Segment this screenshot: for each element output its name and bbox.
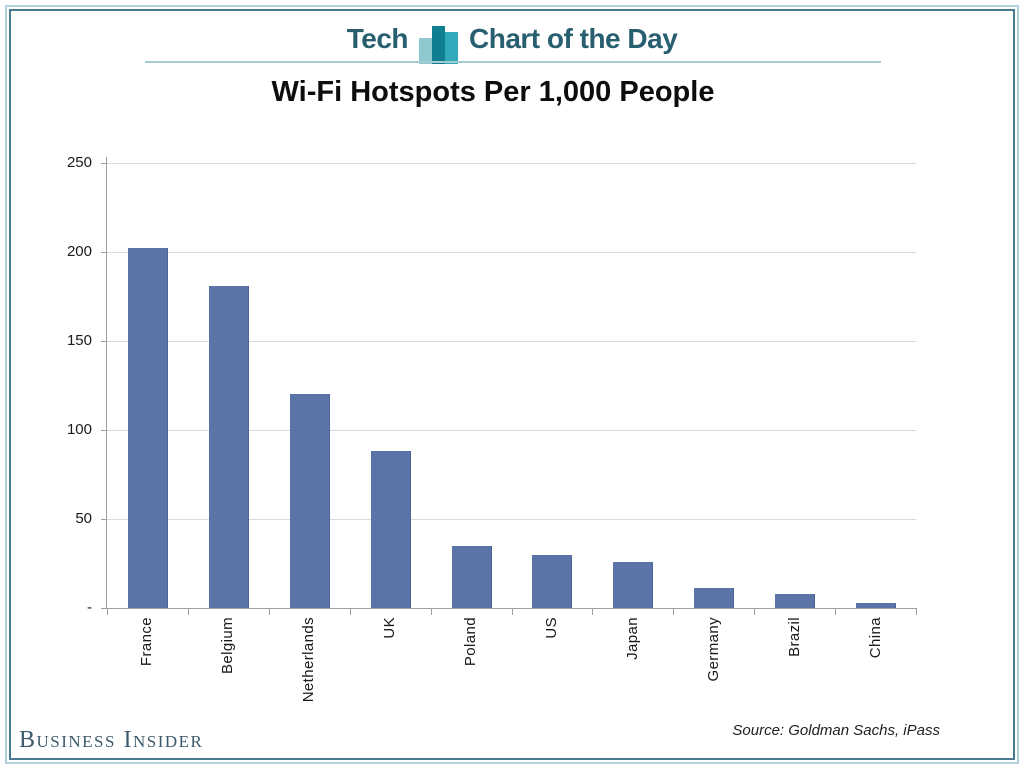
y-axis-label-100: 100 xyxy=(66,421,92,438)
x-axis-tick-7 xyxy=(673,609,675,615)
x-axis-label-japan: Japan xyxy=(623,617,641,660)
x-axis-label-belgium: Belgium xyxy=(219,617,237,674)
x-axis-tick-4 xyxy=(430,609,432,615)
header-kicker: Tech xyxy=(346,23,409,54)
bar-us xyxy=(532,554,573,608)
gridline-250 xyxy=(107,163,916,164)
bar-netherlands xyxy=(289,394,330,608)
icon-bar-dark xyxy=(432,26,446,64)
gridline-100 xyxy=(107,430,916,431)
y-axis-tick-200 xyxy=(101,252,107,253)
x-axis-tick-1 xyxy=(187,609,189,615)
gridline-150 xyxy=(107,341,916,342)
bar-poland xyxy=(451,545,492,608)
x-axis-tick-0 xyxy=(107,609,108,615)
x-axis-tick-5 xyxy=(511,609,513,615)
y-axis-tick-250 xyxy=(101,163,107,164)
bar-belgium xyxy=(208,285,249,608)
header-title: Chart of the Day xyxy=(469,23,678,54)
y-axis-tick-50 xyxy=(101,519,107,520)
header-divider xyxy=(145,61,881,63)
x-axis-label-china: China xyxy=(866,617,884,659)
x-axis-label-poland: Poland xyxy=(462,617,480,667)
y-axis-label-150: 150 xyxy=(66,332,92,349)
x-axis-label-us: US xyxy=(542,617,560,639)
x-axis-line xyxy=(106,608,917,609)
y-axis-tick-0 xyxy=(101,608,107,609)
gridline-50 xyxy=(107,519,916,520)
x-axis-tick-3 xyxy=(349,609,351,615)
source-note: Source: Goldman Sachs, iPass xyxy=(732,722,940,739)
y-axis-label-0: - xyxy=(87,599,92,616)
x-axis-label-brazil: Brazil xyxy=(785,617,803,657)
business-insider-logo: Business Insider xyxy=(19,727,204,753)
y-axis-tick-100 xyxy=(101,430,107,431)
y-axis-line xyxy=(106,157,107,609)
x-axis-tick-2 xyxy=(268,609,270,615)
header: Tech Chart of the Day xyxy=(0,14,1024,64)
bar-chart-icon xyxy=(419,24,459,64)
bar-japan xyxy=(613,561,654,608)
bar-france xyxy=(127,248,168,608)
icon-bar-mid xyxy=(445,32,459,64)
x-axis-label-germany: Germany xyxy=(704,617,722,682)
x-axis-tick-8 xyxy=(754,609,756,615)
x-axis-label-netherlands: Netherlands xyxy=(300,617,318,703)
bar-china xyxy=(856,602,897,608)
x-axis-label-france: France xyxy=(138,617,156,667)
gridline-200 xyxy=(107,252,916,253)
y-axis-tick-150 xyxy=(101,341,107,342)
bar-brazil xyxy=(775,593,816,608)
bar-uk xyxy=(370,451,411,608)
bar-germany xyxy=(694,588,735,608)
icon-bar-light xyxy=(419,38,433,64)
y-axis-label-200: 200 xyxy=(66,243,92,260)
x-axis-label-uk: UK xyxy=(381,617,399,639)
chart-title: Wi-Fi Hotspots Per 1,000 People xyxy=(271,76,715,108)
x-axis-tick-10 xyxy=(916,609,917,615)
y-axis-label-50: 50 xyxy=(75,510,92,527)
x-axis-tick-9 xyxy=(835,609,837,615)
x-axis-tick-6 xyxy=(592,609,594,615)
y-axis-label-250: 250 xyxy=(66,154,92,171)
